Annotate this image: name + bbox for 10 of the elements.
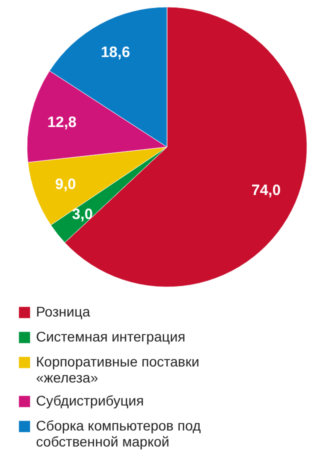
data-label: 3,0 — [72, 206, 93, 224]
data-label: 74,0 — [251, 182, 281, 199]
data-label: 12,8 — [47, 114, 77, 132]
data-label: 9,0 — [55, 176, 76, 194]
legend-label: Сборка компьютеров под собственной маркой — [36, 418, 201, 450]
legend-label: Субдистрибуция — [36, 392, 144, 408]
legend-label: Корпоративные поставки «железа» — [36, 354, 200, 386]
legend-label: Розница — [36, 304, 90, 320]
legend-label: Системная интеграция — [36, 328, 186, 344]
data-label: 18,6 — [100, 44, 130, 62]
